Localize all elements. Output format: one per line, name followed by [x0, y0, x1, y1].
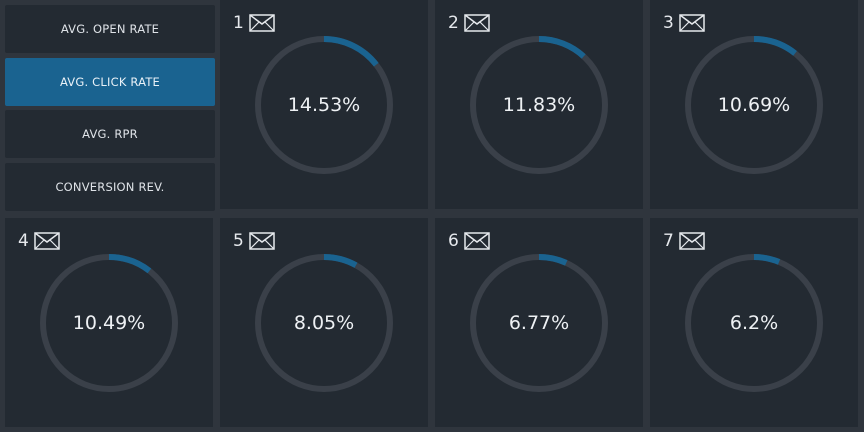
metric-value: 11.83% — [502, 94, 576, 116]
metric-value: 14.53% — [287, 94, 361, 116]
envelope-icon — [464, 14, 490, 32]
card-rank: 7 — [663, 231, 674, 251]
envelope-icon — [679, 14, 705, 32]
card-rank: 2 — [448, 13, 459, 33]
metric-value: 6.2% — [729, 312, 779, 334]
ring-progress-arc — [255, 254, 393, 392]
conversion-rev-button[interactable]: CONVERSION REV. — [5, 163, 215, 211]
menu-label: AVG. OPEN RATE — [60, 22, 160, 36]
card-header: 7 — [663, 232, 705, 250]
card-header: 3 — [663, 14, 705, 32]
card-header: 2 — [448, 14, 490, 32]
menu-label: AVG. RPR — [82, 127, 138, 141]
ring-progress-arc — [685, 36, 823, 174]
card-rank: 4 — [18, 231, 29, 251]
card-rank: 5 — [233, 231, 244, 251]
metric-card-6[interactable]: 6 6.77% — [435, 218, 643, 427]
metric-value: 8.05% — [293, 312, 355, 334]
ring-progress-arc — [255, 36, 393, 174]
envelope-icon — [249, 14, 275, 32]
progress-ring — [685, 254, 823, 392]
card-header: 1 — [233, 14, 275, 32]
metric-card-3[interactable]: 3 10.69% — [650, 0, 858, 209]
envelope-icon — [679, 232, 705, 250]
metric-value: 10.49% — [72, 312, 146, 334]
progress-ring — [255, 254, 393, 392]
progress-ring — [40, 254, 178, 392]
progress-ring — [685, 36, 823, 174]
metric-card-5[interactable]: 5 8.05% — [220, 218, 428, 427]
metric-card-7[interactable]: 7 6.2% — [650, 218, 858, 427]
envelope-icon — [464, 232, 490, 250]
metric-card-1[interactable]: 1 14.53% — [220, 0, 428, 209]
metric-value: 10.69% — [717, 94, 791, 116]
card-rank: 3 — [663, 13, 674, 33]
card-header: 5 — [233, 232, 275, 250]
ring-progress-arc — [40, 254, 178, 392]
card-rank: 6 — [448, 231, 459, 251]
avg-open-rate-button[interactable]: AVG. OPEN RATE — [5, 5, 215, 53]
progress-ring — [255, 36, 393, 174]
menu-label: AVG. CLICK RATE — [59, 75, 161, 89]
metric-value: 6.77% — [508, 312, 570, 334]
envelope-icon — [34, 232, 60, 250]
avg-click-rate-button[interactable]: AVG. CLICK RATE — [5, 58, 215, 106]
card-header: 4 — [18, 232, 60, 250]
metric-card-4[interactable]: 4 10.49% — [5, 218, 213, 427]
card-header: 6 — [448, 232, 490, 250]
menu-label: CONVERSION REV. — [55, 180, 165, 194]
envelope-icon — [249, 232, 275, 250]
ring-progress-arc — [685, 254, 823, 392]
progress-ring — [470, 254, 608, 392]
ring-progress-arc — [470, 254, 608, 392]
metric-card-2[interactable]: 2 11.83% — [435, 0, 643, 209]
avg-rpr-button[interactable]: AVG. RPR — [5, 110, 215, 158]
ring-progress-arc — [470, 36, 608, 174]
progress-ring — [470, 36, 608, 174]
card-rank: 1 — [233, 13, 244, 33]
